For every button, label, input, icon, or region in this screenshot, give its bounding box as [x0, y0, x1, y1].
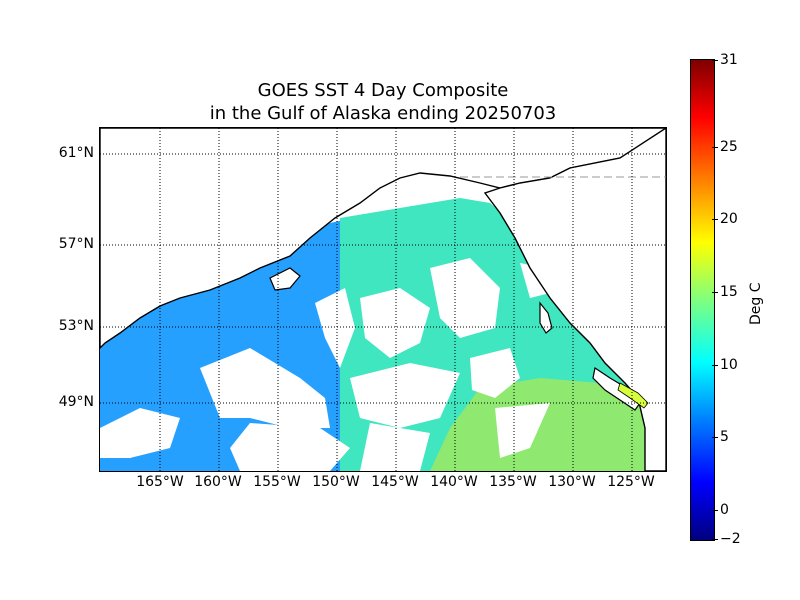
colorbar-tick [712, 219, 718, 220]
colorbar-label-25: 25 [720, 139, 738, 155]
lon-label-145w: 145°W [371, 474, 419, 490]
map-title-line-1: GOES SST 4 Day Composite [257, 80, 509, 101]
sst-map [99, 127, 667, 472]
land-british-columbia [483, 128, 666, 471]
graticule [100, 128, 666, 471]
map-title-line-2: in the Gulf of Alaska ending 20250703 [209, 103, 557, 124]
colorbar-tick [712, 437, 718, 438]
sst-map-canvas [100, 128, 666, 471]
lon-label-165w: 165°W [136, 474, 184, 490]
colorbar-tick [712, 510, 718, 511]
haida-gwaii [539, 301, 553, 334]
lat-label-57n: 57°N [58, 236, 94, 252]
lon-label-125w: 125°W [607, 474, 655, 490]
vancouver-island [592, 367, 641, 411]
colorbar [690, 59, 715, 541]
colorbar-label-20: 20 [720, 211, 738, 227]
colorbar-label-0: 0 [720, 502, 729, 518]
lon-label-150w: 150°W [312, 474, 360, 490]
salish-sea-warm [617, 382, 649, 409]
lat-label-61n: 61°N [58, 145, 94, 161]
colorbar-tick [712, 292, 718, 293]
lon-label-130w: 130°W [548, 474, 596, 490]
lon-label-160w: 160°W [194, 474, 242, 490]
colorbar-axis-label: Deg C [748, 282, 764, 325]
lon-label-155w: 155°W [253, 474, 301, 490]
colorbar-label-5: 5 [720, 429, 729, 445]
colorbar-label-10: 10 [720, 357, 738, 373]
colorbar-label-minus-2: −2 [720, 531, 741, 547]
colorbar-label-31: 31 [720, 52, 738, 68]
lat-label-49n: 49°N [58, 394, 94, 410]
colorbar-tick [712, 539, 718, 540]
cloud-no-data-areas [100, 258, 550, 471]
lat-label-53n: 53°N [58, 318, 94, 334]
colorbar-tick [712, 147, 718, 148]
colorbar-label-15: 15 [720, 284, 738, 300]
colorbar-tick [712, 60, 718, 61]
lon-label-140w: 140°W [430, 474, 478, 490]
lon-label-135w: 135°W [489, 474, 537, 490]
colorbar-tick [712, 365, 718, 366]
